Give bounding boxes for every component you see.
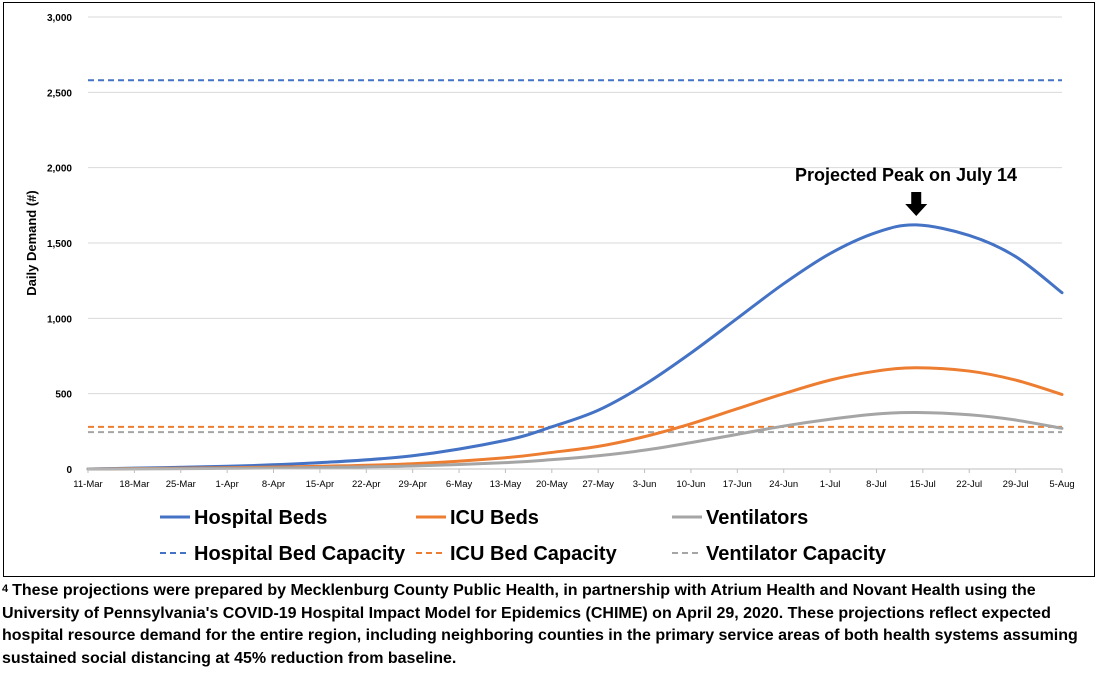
x-tick-label: 1-Apr: [216, 479, 239, 490]
x-tick-label: 8-Jul: [866, 479, 887, 490]
series-line: [86, 410, 1064, 471]
x-tick-label: 13-May: [490, 479, 522, 490]
x-tick-label: 25-Mar: [166, 479, 196, 490]
y-tick-label: 1,000: [47, 314, 72, 325]
line-chart: 0 500 1,000 1,500 2,000 2,500 3,000 11-Mar 18-Ma…: [24, 13, 1075, 565]
x-tick-label: 27-May: [582, 479, 614, 490]
x-tick-label: 18-Mar: [119, 479, 149, 490]
y-tick-label: 2,500: [47, 88, 72, 99]
chart-frame: [3, 2, 1095, 577]
x-tick-label: 20-May: [536, 479, 568, 490]
legend: Hospital Beds ICU Beds Ventilators Hospital…: [160, 507, 887, 565]
y-tick-label: 0: [66, 465, 72, 476]
x-tick-label: 8-Apr: [262, 479, 285, 490]
y-tick-label: 3,000: [47, 13, 72, 24]
x-tick-label: 29-Jul: [1003, 479, 1029, 490]
legend-label: Hospital Bed Capacity: [194, 543, 406, 565]
legend-label: ICU Beds: [450, 507, 539, 529]
axes: 0 500 1,000 1,500 2,000 2,500 3,000 11-Mar 18-Ma…: [47, 13, 1075, 490]
footnote-text: These projections were prepared by Meckl…: [2, 582, 1078, 667]
legend-label: Ventilators: [706, 507, 808, 529]
x-tick-label: 15-Jul: [910, 479, 936, 490]
x-tick-label: 1-Jul: [820, 479, 841, 490]
x-tick-label: 6-May: [446, 479, 473, 490]
x-tick-label: 15-Apr: [306, 479, 335, 490]
y-tick-label: 500: [55, 390, 72, 401]
footnote: 4 These projections were prepared by Meck…: [2, 580, 1098, 670]
capacity-lines: [88, 79, 1062, 434]
annotation-label: Projected Peak on July 14: [795, 165, 1017, 185]
series-lines: [86, 223, 1064, 471]
series-line: [86, 223, 1064, 471]
x-tick-label: 24-Jun: [769, 479, 798, 490]
legend-label: Ventilator Capacity: [706, 543, 887, 565]
x-tick-label: 29-Apr: [398, 479, 427, 490]
x-tick-label: 10-Jun: [676, 479, 705, 490]
legend-label: Hospital Beds: [194, 507, 327, 529]
x-tick-label: 17-Jun: [723, 479, 752, 490]
y-tick-label: 2,000: [47, 164, 72, 175]
y-tick-label: 1,500: [47, 239, 72, 250]
legend-label: ICU Bed Capacity: [450, 543, 618, 565]
x-tick-label: 22-Apr: [352, 479, 381, 490]
x-tick-label: 11-Mar: [73, 479, 102, 490]
down-arrow-icon: [905, 192, 928, 216]
y-axis-label: Daily Demand (#): [24, 190, 39, 295]
x-tick-label: 5-Aug: [1049, 479, 1074, 490]
gridlines: [88, 16, 1062, 395]
x-tick-label: 3-Jun: [633, 479, 657, 490]
x-tick-label: 22-Jul: [956, 479, 982, 490]
peak-annotation: Projected Peak on July 14: [795, 165, 1017, 216]
footnote-marker: 4: [2, 583, 9, 595]
